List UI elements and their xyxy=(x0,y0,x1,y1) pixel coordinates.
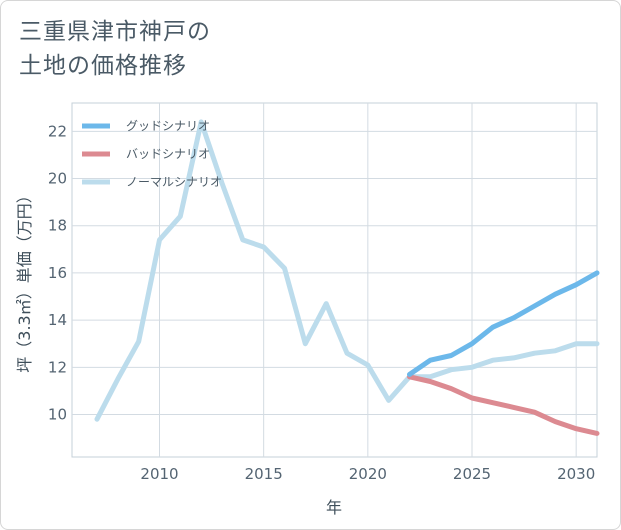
legend-label-1: バッドシナリオ xyxy=(126,147,210,161)
legend-label-2: ノーマルシナリオ xyxy=(126,175,222,189)
chart-title-line-1: 三重県津市神戸の xyxy=(19,19,211,45)
y-gridlines xyxy=(72,130,597,416)
y-tick-label: 16 xyxy=(48,264,67,282)
x-tick-label: 2010 xyxy=(140,465,178,483)
y-tick-label: 14 xyxy=(48,311,67,329)
y-tick-label: 10 xyxy=(48,406,67,424)
x-axis-label: 年 xyxy=(326,498,342,517)
x-tick-label: 2025 xyxy=(453,465,491,483)
x-tick-label: 2030 xyxy=(557,465,595,483)
y-tick-label: 20 xyxy=(48,170,67,188)
y-tick-labels: 10 12 14 16 18 20 22 xyxy=(48,122,67,423)
legend-label-0: グッドシナリオ xyxy=(126,119,210,133)
y-tick-label: 22 xyxy=(48,122,67,140)
x-tick-label: 2020 xyxy=(349,465,387,483)
y-axis-label: 坪（3.3㎡）単価（万円） xyxy=(15,187,34,372)
chart-title: 三重県津市神戸の 土地の価格推移 xyxy=(19,15,211,83)
x-tick-label: 2015 xyxy=(245,465,283,483)
series-line-0 xyxy=(407,270,600,377)
y-tick-label: 12 xyxy=(48,358,67,376)
series-layer xyxy=(94,119,600,436)
y-tick-label: 18 xyxy=(48,217,67,235)
series-line-2 xyxy=(94,119,600,422)
x-tick-labels: 2010 2015 2020 2025 2030 xyxy=(140,465,595,483)
chart-title-line-2: 土地の価格推移 xyxy=(19,53,187,79)
x-gridlines xyxy=(159,103,577,457)
series-line-1 xyxy=(407,374,600,436)
